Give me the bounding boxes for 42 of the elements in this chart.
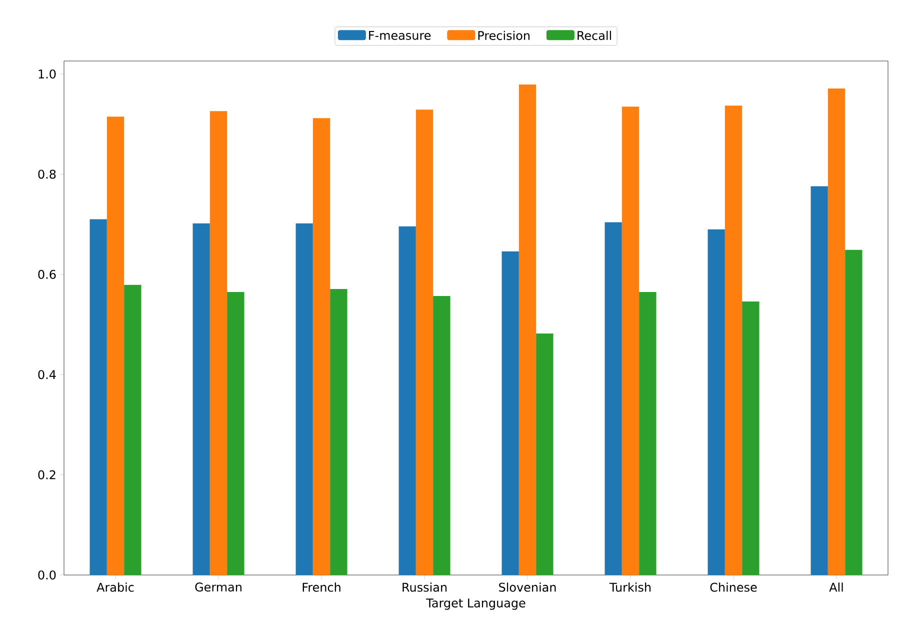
legend-label: F-measure (369, 30, 431, 40)
bar (296, 223, 313, 575)
legend-label: Precision (478, 30, 530, 40)
x-axis-title: Target Language (426, 598, 526, 610)
y-tick-label: 0.6 (38, 270, 56, 279)
x-tick-label: French (302, 582, 340, 592)
y-tick-label: 0.8 (38, 170, 56, 179)
bar (845, 250, 862, 575)
legend-label: Recall (578, 30, 612, 40)
bar (124, 284, 142, 575)
bar (312, 118, 330, 575)
bar (639, 292, 656, 575)
bar (536, 334, 554, 575)
bar (518, 84, 536, 575)
bar (724, 106, 742, 575)
y-tick-label: 0.0 (38, 570, 56, 580)
x-tick-label: Arabic (96, 582, 134, 592)
y-tick-label: 1.0 (38, 69, 56, 79)
y-tick-label: 0.2 (38, 470, 56, 480)
bar (192, 223, 210, 575)
x-tick-label: Chinese (710, 582, 757, 592)
bar (416, 110, 434, 575)
bar (810, 186, 828, 575)
bar (106, 116, 124, 575)
x-tick-label: Russian (402, 582, 447, 592)
bar (502, 251, 519, 575)
bar (742, 301, 760, 575)
bar (210, 111, 228, 575)
bar (330, 288, 348, 575)
bar (604, 222, 622, 575)
bar (90, 219, 107, 575)
bar (622, 106, 640, 575)
bar (227, 292, 244, 575)
bar (433, 296, 450, 575)
bar (828, 88, 846, 575)
x-tick-label: Slovenian (499, 582, 556, 592)
bar (708, 229, 725, 575)
bar (398, 226, 416, 575)
x-tick-label: All (829, 582, 843, 592)
x-tick-label: Turkish (609, 582, 651, 592)
x-tick-label: German (195, 582, 242, 592)
y-tick-label: 0.4 (38, 370, 56, 380)
